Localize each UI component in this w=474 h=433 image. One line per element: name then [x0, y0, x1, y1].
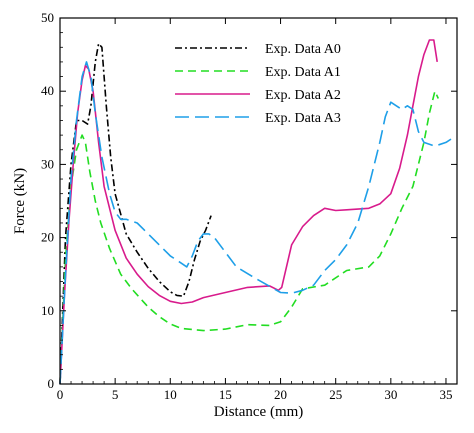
y-tick-label: 20: [41, 230, 54, 245]
x-axis-title: Distance (mm): [214, 404, 304, 420]
legend-label-3: Exp. Data A3: [265, 111, 341, 126]
series-line-1: [59, 90, 440, 385]
legend-label-1: Exp. Data A1: [265, 65, 341, 80]
y-axis-title: Force (kN): [12, 168, 28, 234]
legend-label-0: Exp. Data A0: [265, 42, 341, 57]
x-tick-label: 15: [219, 387, 232, 402]
x-tick-label: 25: [329, 387, 342, 402]
x-tick-label: 5: [112, 387, 119, 402]
x-tick-label: 20: [274, 387, 287, 402]
y-tick-label: 0: [48, 376, 55, 391]
x-tick-label: 0: [57, 387, 64, 402]
x-tick-label: 10: [164, 387, 177, 402]
x-tick-label: 35: [439, 387, 452, 402]
x-axis-ticks: 0 5 10 15 20 25 30 35: [57, 18, 458, 402]
x-tick-label: 30: [384, 387, 397, 402]
y-axis-ticks: 0 10 20 30 40 50: [41, 10, 457, 391]
series-line-3: [59, 61, 452, 385]
legend-label-2: Exp. Data A2: [265, 88, 341, 103]
y-tick-label: 10: [41, 303, 54, 318]
y-tick-label: 40: [41, 83, 54, 98]
legend: Exp. Data A0 Exp. Data A1 Exp. Data A2 Exp.…: [175, 42, 341, 126]
y-tick-label: 30: [41, 156, 54, 171]
series-layer: [59, 39, 452, 385]
y-tick-label: 50: [41, 10, 54, 25]
